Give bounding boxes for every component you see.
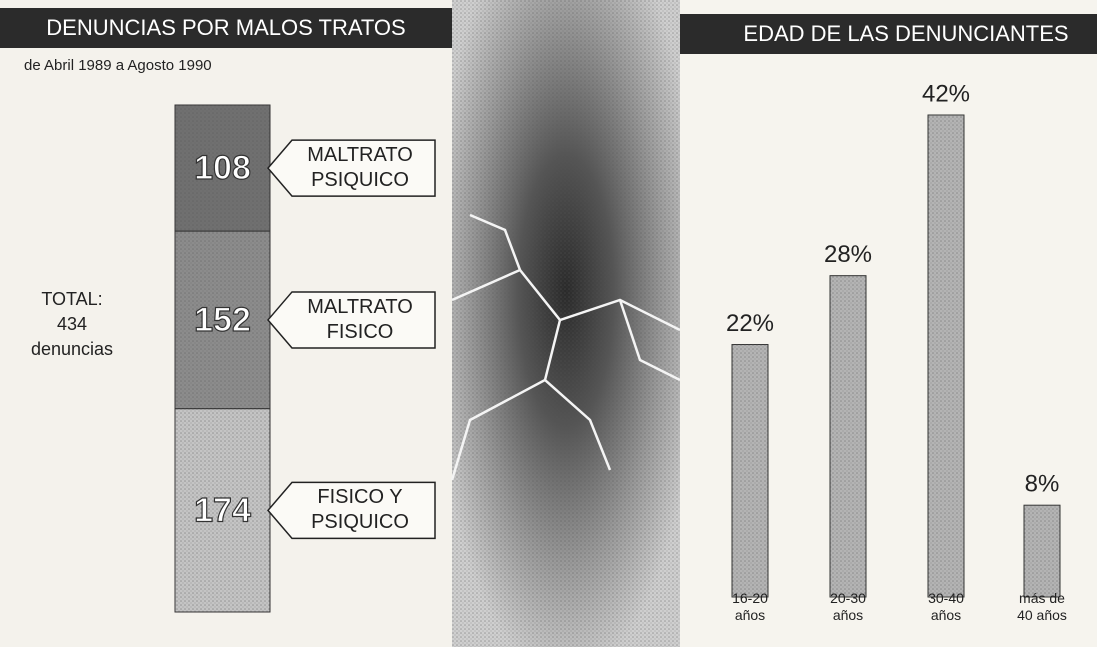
bar-texture <box>732 344 768 597</box>
legend-label: FISICO Y PSIQUICO <box>311 486 409 534</box>
data-label: 42% <box>922 80 970 107</box>
title-bar <box>680 14 1097 54</box>
bar-texture <box>175 408 270 612</box>
data-label: 8% <box>1025 471 1060 498</box>
callout-box <box>267 139 436 197</box>
data-label: 22% <box>726 310 774 337</box>
x-tick-label: más de 40 años <box>1017 590 1067 623</box>
title-bar <box>0 8 452 48</box>
chart-title: DENUNCIAS POR MALOS TRATOS <box>46 15 405 40</box>
data-label: 174 <box>194 491 251 529</box>
data-label: 108 <box>194 149 251 187</box>
legend-label: MALTRATO FISICO <box>307 295 413 343</box>
callout-box <box>267 291 436 349</box>
subtitle: de Abril 1989 a Agosto 1990 <box>24 57 212 74</box>
total-label: TOTAL: <box>41 289 102 309</box>
x-tick-label: 30-40 años <box>928 590 964 623</box>
bar-texture <box>175 105 270 232</box>
photo-cracks <box>450 213 681 481</box>
data-label: 28% <box>824 241 872 268</box>
total-value: 434 <box>57 314 87 334</box>
bar-texture <box>1024 505 1060 597</box>
bar-texture <box>175 231 270 409</box>
data-label: 152 <box>194 301 251 339</box>
x-tick-label: 16-20 años <box>732 590 768 623</box>
bar-texture <box>830 275 866 597</box>
callout-box <box>267 481 436 540</box>
x-tick-label: 20-30 años <box>830 590 866 623</box>
total-unit: denuncias <box>31 339 113 359</box>
photo-texture <box>452 0 680 647</box>
legend-label: MALTRATO PSIQUICO <box>307 144 413 192</box>
chart-title: EDAD DE LAS DENUNCIANTES <box>743 21 1068 46</box>
bar-texture <box>928 115 964 597</box>
